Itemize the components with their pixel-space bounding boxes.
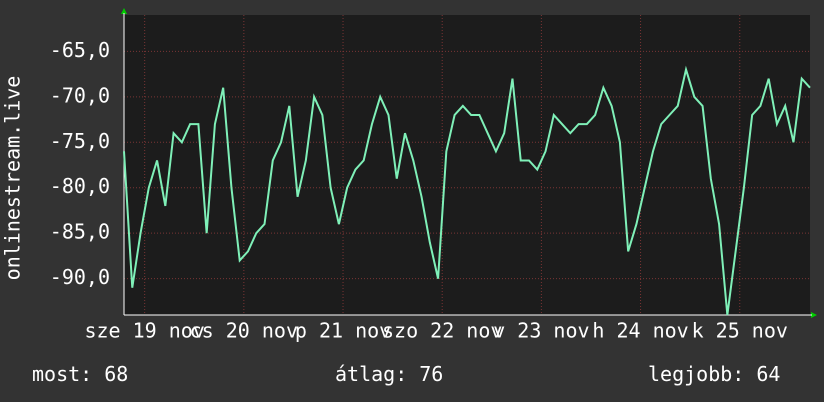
x-tick-label: v 23 nov xyxy=(493,319,589,343)
y-arrow xyxy=(121,8,127,14)
stat: átlag: 76 xyxy=(335,362,443,386)
x-tick-label: h 24 nov xyxy=(592,319,688,343)
stat-value: 76 xyxy=(419,362,443,386)
y-tick-label: -75,0 xyxy=(50,129,110,153)
y-tick-label: -85,0 xyxy=(50,220,110,244)
y-tick-label: -80,0 xyxy=(50,174,110,198)
stat-value: 64 xyxy=(756,362,780,386)
x-tick-label: k 25 nov xyxy=(692,319,788,343)
x-arrow xyxy=(811,312,817,318)
stat-value: 68 xyxy=(104,362,128,386)
y-tick-label: -90,0 xyxy=(50,265,110,289)
x-tick-label: szo 22 nov xyxy=(382,319,502,343)
x-tick-label: p 21 nov xyxy=(295,319,391,343)
plot-area xyxy=(124,15,810,315)
x-tick-label: cs 20 nov xyxy=(190,319,298,343)
stat: most: 68 xyxy=(32,362,128,386)
stat-label: átlag: xyxy=(335,362,407,386)
stat: legjobb: 64 xyxy=(648,362,780,386)
y-tick-label: -70,0 xyxy=(50,83,110,107)
stat-label: most: xyxy=(32,362,92,386)
data-line xyxy=(123,65,811,316)
y-axis-label: onlinestream.live xyxy=(1,76,25,281)
x-tick-label: sze 19 nov xyxy=(84,319,204,343)
stat-label: legjobb: xyxy=(648,362,744,386)
y-tick-label: -65,0 xyxy=(50,38,110,62)
